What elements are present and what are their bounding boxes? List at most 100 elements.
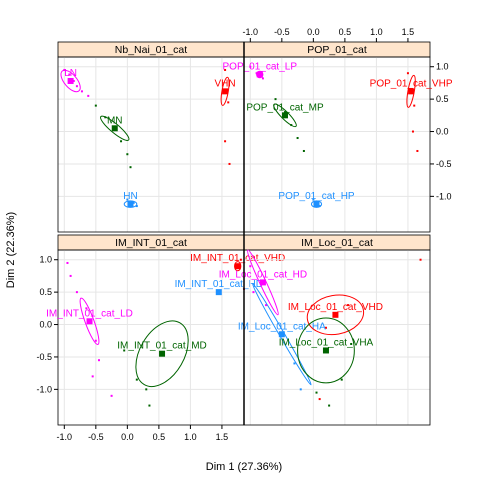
panel-2-category-label-0: POP_01_cat_LP [223,62,298,73]
panel-2-individual-4 [283,111,286,114]
y-axis-title: Dim 2 (22.36%) [5,212,17,288]
panel-2-xtick-label-3: 0.5 [339,27,352,37]
panel-4-individual-8 [328,404,331,407]
panel-3-individual-12 [239,258,242,261]
panel-3-centroid-1 [159,350,166,357]
panel-2-individual-11 [413,104,416,107]
panel-3-ytick-label-4: 1.0 [39,255,52,265]
panel-4-category-label-0: IM_Loc_01_cat_HD [219,269,307,280]
panel-3-xtick-label-1: -0.5 [88,432,104,442]
panel-1-individual-10 [126,153,129,156]
panel-3-individual-9 [145,388,148,391]
panel-2-ytick-label-2: 0.0 [436,127,449,137]
panel-2-individual-8 [312,198,315,201]
panel-4-individual-6 [324,326,327,329]
panel-1-individual-4 [80,90,83,93]
panel-4-individual-7 [318,398,321,401]
panel-2-individual-0 [249,65,252,68]
panel-2-xtick-label-1: -0.5 [274,27,290,37]
panel-2-ytick-label-4: 1.0 [436,62,449,72]
panel-3-individual-8 [135,378,138,381]
panel-3-individual-5 [97,359,100,362]
panel-3-xtick-label-0: -1.0 [57,432,73,442]
panel-1-individual-17 [224,140,227,143]
panel-4-individual-4 [299,388,302,391]
panel-2-individual-7 [302,149,305,152]
panel-2-xtick-label-2: 0.0 [307,27,320,37]
panel-4-individual-11 [315,391,318,394]
panel-4-confidence-ellipse-3 [297,317,355,384]
panel-2-ytick-label-0: -1.0 [436,191,452,201]
panel-4-individual-1 [252,291,255,294]
panel-1-confidence-ellipse-1 [100,115,130,141]
panel-1-individual-18 [228,162,231,165]
panel-1-individual-9 [120,140,123,143]
panel-4-category-label-2: IM_Loc_01_cat_VHD [288,302,383,313]
panel-1-category-label-1: MN [107,115,123,126]
panel-2-individual-10 [406,72,409,75]
panel-3-title: IM_INT_01_cat [115,237,187,249]
panel-2-confidence-ellipse-3 [406,74,416,108]
panel-1-individual-15 [224,68,227,71]
panel-4-centroid-0 [259,279,266,286]
panel-3-ytick-label-0: -1.0 [36,384,52,394]
panel-3-confidence-ellipse-1 [135,320,189,387]
panel-2-category-label-3: POP_01_cat_VHP [370,78,453,89]
panel-4-individual-2 [265,304,268,307]
panel-3-individual-1 [69,274,72,277]
panel-2-individual-12 [411,130,414,133]
panel-4-title: IM_Loc_01_cat [301,237,373,249]
panel-2-xtick-label-4: 1.0 [370,27,383,37]
panel-1-individual-14 [135,205,138,208]
panel-2-category-label-1: POP_01_cat_MP [246,102,324,113]
panel-1-individual-6 [94,104,97,107]
panel-2-centroid-1 [281,112,288,119]
panel-3-individual-7 [110,394,113,397]
panel-3-xtick-label-4: 1.0 [184,432,197,442]
panel-3-frame [57,249,245,426]
panel-4-individual-5 [347,304,350,307]
panel-2-centroid-2 [313,201,320,208]
panel-2-individual-3 [274,98,277,101]
panel-1-confidence-ellipse-0 [60,69,81,93]
panel-1-individual-1 [68,73,71,76]
panel-3-individual-2 [75,291,78,294]
panel-3-ytick-label-2: 0.0 [39,320,52,330]
panel-1-individual-16 [227,101,230,104]
panel-3-centroid-2 [215,289,222,296]
panel-2-individual-2 [261,77,264,80]
panel-3-ytick-label-3: 0.5 [39,287,52,297]
panel-4-confidence-ellipse-2 [306,294,365,336]
panel-1-confidence-ellipse-2 [123,200,138,208]
panel-4-category-label-3: IM_Loc_01_cat_VHA [279,337,374,348]
panel-1-individual-3 [75,85,78,88]
panel-4-individual-3 [293,362,296,365]
panel-3-centroid-3 [234,263,241,270]
panel-2-xtick-label-0: -1.0 [243,27,259,37]
panel-3-category-label-3: IM_INT_01_cat_VHD [190,253,285,264]
panel-3-confidence-ellipse-0 [79,297,100,345]
panel-1-title: Nb_Nai_01_cat [115,44,187,56]
panel-1-centroid-0 [67,77,74,84]
panel-2-centroid-3 [408,88,415,95]
panel-2-confidence-ellipse-2 [310,200,323,208]
panel-2-xtick-label-5: 1.5 [402,27,415,37]
panel-2-ytick-label-1: -0.5 [436,159,452,169]
panel-3-xtick-label-3: 0.5 [153,432,166,442]
x-axis-title: Dim 1 (27.36%) [206,461,282,473]
panel-1-individual-11 [129,166,132,169]
panel-2-centroid-0 [256,71,263,78]
panel-2-individual-13 [416,149,419,152]
panel-2-individual-6 [296,137,299,140]
panel-3-category-label-0: IM_INT_01_cat_LD [46,308,133,319]
panel-3-individual-10 [148,404,151,407]
panel-2-title: POP_01_cat [307,44,367,56]
panel-4-category-label-1: IM_Loc_01_cat_HA [238,321,326,332]
panel-1-centroid-3 [222,88,229,95]
panel-1-confidence-ellipse-3 [220,76,230,106]
panel-4-individual-10 [350,342,353,345]
panel-4-centroid-1 [278,331,285,338]
panel-1-category-label-2: HN [123,191,137,202]
panel-1-individual-13 [132,201,135,204]
